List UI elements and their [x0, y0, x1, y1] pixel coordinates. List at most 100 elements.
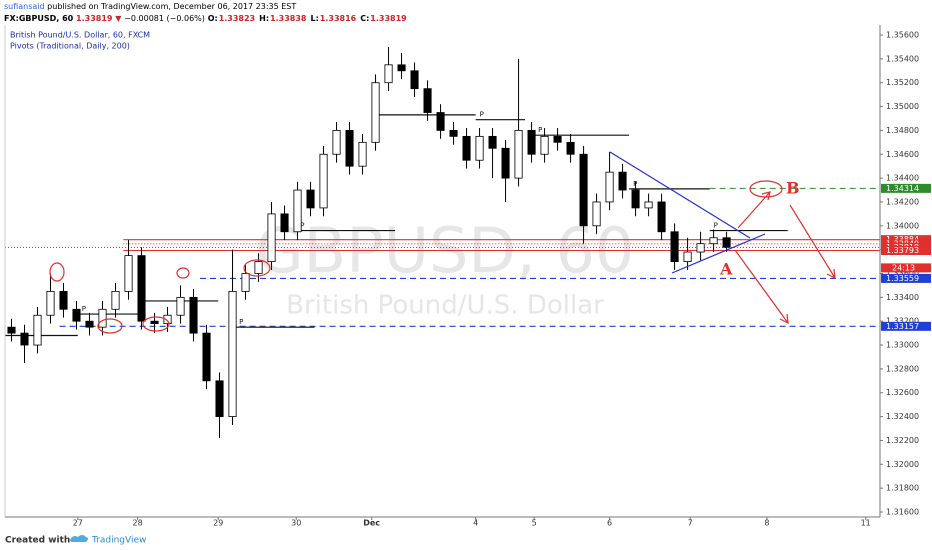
published: published on TradingView.com, December 0… [47, 2, 297, 11]
ohlc-value: 1.33838 [270, 14, 307, 23]
candle-body [644, 201, 653, 209]
ohlc-value: 1.33819 [370, 14, 407, 23]
logo [70, 535, 88, 542]
candle-body [371, 82, 380, 143]
pivot-label: P [82, 305, 86, 313]
countdown-tag [881, 263, 931, 273]
ohlc-value: 1.33823 [218, 14, 256, 23]
candle-body [267, 213, 276, 262]
y-tick-label: 1.34000 [886, 221, 919, 230]
y-tick-label: 1.34800 [886, 126, 919, 135]
y-tick-label: 1.35400 [886, 54, 919, 63]
candle-body [241, 273, 250, 292]
y-tick-label: 1.33200 [886, 317, 919, 326]
x-tick-label: 7 [688, 519, 693, 528]
circle [749, 180, 783, 198]
countdown: 24:13 [892, 263, 915, 272]
candle-body [566, 141, 575, 155]
candle-body [189, 296, 198, 334]
price-tag [881, 321, 931, 331]
publish-line: sufiansaid published on TradingView.com,… [4, 2, 296, 11]
change: −0.00081 (−0.06%) [124, 14, 205, 23]
y-tick-label: 1.33000 [886, 341, 919, 350]
candle-body [670, 231, 679, 262]
candle-body [410, 70, 419, 90]
x-tick-label: 30 [291, 519, 301, 528]
price-tag-label: 1.33559 [886, 274, 919, 283]
chart-subtitle: Pivots (Traditional, Daily, 200) [10, 42, 130, 51]
candle-body [709, 237, 718, 245]
candle-body [85, 320, 94, 328]
candle-body [46, 290, 55, 316]
arrow [789, 204, 836, 280]
candle-body [215, 380, 224, 417]
y-tick-label: 1.31800 [886, 484, 919, 493]
y-tick-label: 1.33600 [886, 269, 919, 278]
y-tick-label: 1.35000 [886, 102, 919, 111]
trendline [609, 151, 751, 239]
price-tag-label: 1.34314 [886, 184, 919, 193]
candle-body [722, 237, 731, 248]
y-tick-label: 1.32400 [886, 412, 919, 421]
candle-body [501, 147, 510, 179]
candle-body [579, 153, 588, 227]
y-tick-label: 1.33400 [886, 293, 919, 302]
arrow [737, 191, 771, 229]
y-tick-label: 1.32600 [886, 388, 919, 397]
candle-body [111, 290, 120, 310]
arrow: ▼ [115, 14, 122, 23]
candle-body [20, 332, 29, 346]
candle-body [696, 243, 705, 253]
candle-body [59, 290, 68, 310]
pivot-label: P [239, 318, 243, 326]
candle-body [124, 255, 133, 292]
ohlc-label: O: [207, 14, 218, 23]
y-tick-label: 1.32200 [886, 436, 919, 445]
candle-body [449, 130, 458, 137]
pivot-label: P [714, 222, 718, 230]
annotation: B [786, 179, 800, 198]
candle-body [527, 130, 536, 155]
symbol-line: FX:GBPUSD, 60 1.33819 ▼ −0.00081 (−0.06%… [4, 14, 411, 23]
candle-body [384, 64, 393, 84]
candle-body [631, 189, 640, 209]
candle-body [423, 88, 432, 113]
candle-body [150, 320, 159, 324]
annotation: A [719, 260, 733, 279]
pivot-label: P [300, 222, 304, 230]
candle-body [280, 213, 289, 233]
y-tick-label: 1.35600 [886, 31, 919, 40]
candle-body [98, 308, 107, 328]
arrow [734, 249, 789, 325]
pivot-label: P [480, 111, 484, 119]
ohlc-label: H: [259, 14, 270, 23]
candle-body [202, 332, 211, 382]
candle-body [397, 64, 406, 72]
x-tick-label: 29 [213, 519, 223, 528]
candle-body [33, 314, 42, 346]
circle [49, 262, 65, 282]
candle-body [358, 141, 367, 167]
candle-body [683, 251, 692, 262]
author: sufiansaid [4, 2, 45, 11]
x-tick-label: Dec [363, 519, 380, 528]
candle-body [657, 201, 666, 233]
trendline [671, 233, 766, 274]
candle-body [319, 153, 328, 209]
candle-body [488, 135, 497, 149]
circle [176, 267, 190, 279]
y-tick-label: 1.31600 [886, 507, 919, 516]
x-tick-label: 8 [764, 519, 769, 528]
candle-body [72, 308, 81, 322]
candle-body [293, 189, 302, 233]
candle-body [254, 261, 263, 274]
candle-body [163, 314, 172, 324]
price-tag-label: 1.33793 [886, 246, 919, 255]
ohlc-value: 1.33816 [319, 14, 357, 23]
candle-body [7, 326, 16, 334]
y-tick-label: 1.35200 [886, 78, 919, 87]
candle-body [228, 290, 237, 417]
y-tick-label: 1.34400 [886, 174, 919, 183]
